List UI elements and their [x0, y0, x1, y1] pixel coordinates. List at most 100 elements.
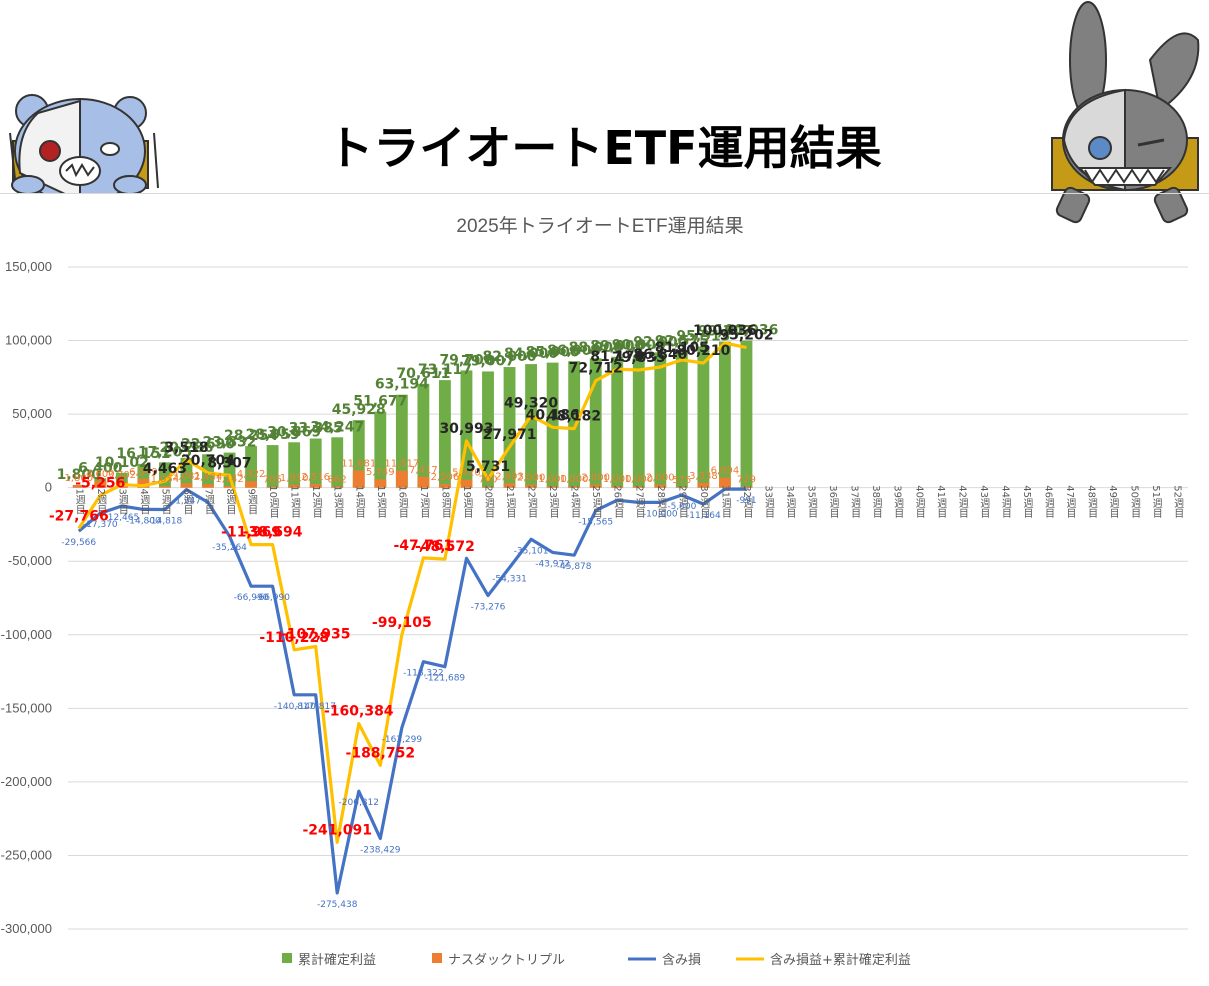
total-label: 95,202	[719, 328, 773, 344]
nasdaq-label: 1,142	[215, 474, 244, 485]
nasdaq-bar	[72, 485, 85, 488]
cumulative-bar	[137, 463, 150, 488]
total-label: 80,210	[676, 343, 730, 359]
cumulative-label: 51,677	[353, 394, 407, 410]
total-label: 3,518	[164, 440, 208, 456]
total-label: 40,186	[526, 407, 580, 423]
legend: 累計確定利益 ナスダックトリプル 含み損 含み損益+累計確定利益	[282, 952, 911, 968]
nasdaq-label: 1,000	[624, 474, 653, 485]
unrealized-label: -73,276	[471, 602, 506, 612]
unrealized-label: -121,689	[425, 674, 466, 684]
cumulative-bar	[374, 411, 387, 488]
total-label: 48,182	[547, 409, 601, 425]
x-tick-label: 9週目	[246, 488, 258, 514]
cumulative-bar	[266, 445, 279, 488]
cumulative-bar	[115, 472, 128, 488]
cumulative-label: 28,254	[224, 428, 278, 444]
unrealized-label: -14,800	[126, 516, 161, 526]
legend-label: 累計確定利益	[298, 952, 376, 968]
total-label: -160,384	[324, 704, 394, 720]
unrealized-label: -66,990	[255, 593, 290, 603]
total-label: -5,256	[75, 475, 125, 491]
x-axis: 1週目 2週目 3週目 4週目 5週目 6週目 7週目 8週目 9週目 10週目 11週目 12週目 1…	[73, 485, 1183, 518]
total-label: 27,971	[483, 427, 537, 443]
cumulative-label: 86,000	[547, 343, 601, 359]
x-tick-label: 48週目	[1086, 485, 1098, 518]
nasdaq-label: 6,894	[711, 466, 740, 477]
cumulative-label: 16,151	[116, 446, 170, 462]
cumulative-label: 30,869	[267, 424, 321, 440]
cumulative-bar	[675, 351, 688, 488]
cumulative-label: 92,000	[633, 334, 687, 350]
unrealized-label: -17,370	[83, 520, 118, 530]
cumulative-label: 100,036	[715, 323, 779, 339]
nasdaq-label: 3,081	[172, 471, 201, 482]
nasdaq-bar	[697, 482, 710, 488]
x-tick-label: 23週目	[547, 485, 559, 518]
nasdaq-bar	[546, 486, 559, 488]
cumulative-bar	[568, 361, 581, 488]
cumulative-bar	[245, 446, 257, 488]
cumulative-bar	[632, 355, 645, 488]
x-tick-label: 18週目	[439, 485, 451, 518]
total-label: 100,036	[693, 323, 757, 339]
nasdaq-label: 4,422	[237, 469, 266, 480]
x-tick-label: 12週目	[310, 485, 322, 518]
unrealized-label: -35,264	[212, 543, 247, 553]
x-tick-label: 17週目	[418, 485, 430, 518]
nasdaq-label: 11,681	[341, 458, 376, 469]
cumulative-bar	[309, 438, 322, 488]
x-tick-label: 5週目	[159, 488, 171, 514]
x-tick-label: 45週目	[1021, 485, 1033, 518]
x-tick-label: 7週目	[203, 488, 215, 514]
x-tick-label: 19週目	[461, 485, 473, 518]
x-tick-label: 25週目	[590, 485, 602, 518]
nasdaq-label: 2,516	[301, 472, 330, 483]
unrealized-label: -10,000	[643, 509, 678, 519]
cumulative-label: 34,247	[310, 419, 364, 435]
total-label: 72,712	[569, 361, 623, 377]
x-tick-label: 50週目	[1129, 485, 1141, 518]
legend-label: 含み損益+累計確定利益	[770, 952, 911, 968]
x-tick-label: 15週目	[375, 485, 387, 518]
total-label: -241,091	[302, 822, 372, 838]
total-label: -11,969	[221, 525, 281, 541]
nasdaq-bar	[632, 486, 645, 488]
nasdaq-label: 4,600	[86, 469, 115, 480]
nasdaq-bar	[482, 486, 494, 488]
x-tick-label: 4週目	[138, 488, 150, 514]
x-tick-label: 40週目	[913, 485, 925, 518]
nasdaq-bar	[223, 485, 236, 488]
x-tick-label: 39週目	[892, 485, 904, 518]
y-tick-label: -100,000	[1, 627, 52, 642]
nasdaq-bar	[568, 486, 581, 488]
nasdaq-label: 11,517	[384, 459, 419, 470]
x-tick-label: 1週目	[73, 488, 85, 514]
unrealized-label: -118,322	[403, 669, 443, 679]
x-tick-label: 21週目	[504, 485, 516, 518]
y-tick-label: 100,000	[5, 333, 52, 348]
cumulative-bar	[288, 442, 301, 488]
nasdaq-bar	[525, 484, 537, 488]
cumulative-label: 82,000	[483, 349, 537, 365]
x-tick-label: 13週目	[332, 485, 344, 518]
total-label: 20,704	[181, 453, 235, 469]
cumulative-bar	[439, 380, 451, 488]
x-tick-label: 44週目	[999, 485, 1011, 518]
cumulative-bar	[482, 371, 494, 488]
nasdaq-label: 1,000	[603, 474, 632, 485]
nasdaq-bar	[288, 484, 301, 488]
x-tick-label: 20週目	[483, 485, 495, 518]
nasdaq-label: 1,800	[64, 473, 93, 484]
x-tick-label: 43週目	[978, 485, 990, 518]
cumulative-label: 20,286	[159, 440, 213, 456]
unrealized-label: -140,817	[295, 702, 335, 712]
x-tick-label: 14週目	[353, 485, 365, 518]
nasdaq-bar	[503, 483, 516, 488]
cumulative-bar	[740, 340, 753, 488]
cumulative-bar	[417, 383, 430, 488]
nasdaq-bar	[137, 478, 150, 488]
bars	[72, 340, 753, 488]
nasdaq-bar	[740, 486, 753, 488]
chart-area: 2025年トライオートETF運用結果 150,000 100,000 50,000 0…	[0, 193, 1209, 986]
